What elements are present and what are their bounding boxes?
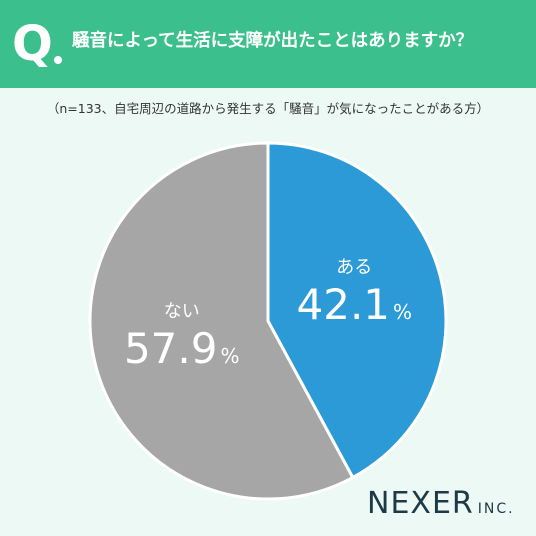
brand-logo: NEXER INC. — [367, 486, 515, 521]
pie-slice-1 — [266, 141, 448, 480]
brand-main: NEXER — [367, 486, 474, 521]
pie-slice-2 — [88, 141, 355, 501]
slice-category-label: ない — [164, 301, 200, 322]
sample-note: （n=133、自宅周辺の道路から発生する「騒音」が気になったことがある方） — [46, 101, 490, 116]
brand-sub: INC. — [477, 501, 515, 517]
header-banner: Q 騒音によって生活に支障が出たことはありますか？ — [0, 0, 536, 88]
q-dot — [54, 56, 62, 64]
q-label: Q — [12, 16, 53, 72]
slice-value-label: 57.9% — [124, 324, 240, 373]
slice-value-label: 42.1% — [297, 280, 413, 329]
slice-category-label: ある — [336, 257, 372, 278]
question-title: 騒音によって生活に支障が出たことはありますか？ — [72, 31, 474, 51]
